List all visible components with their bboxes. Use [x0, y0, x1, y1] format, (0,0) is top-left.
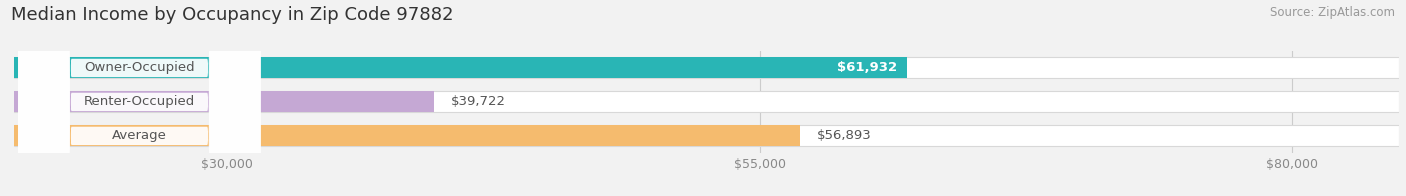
Bar	[14, 91, 1399, 113]
Text: Renter-Occupied: Renter-Occupied	[84, 95, 195, 108]
Bar	[14, 125, 800, 146]
Bar	[14, 125, 1399, 146]
FancyBboxPatch shape	[18, 0, 260, 196]
Text: Average: Average	[112, 129, 167, 142]
Bar	[14, 57, 907, 78]
Text: Median Income by Occupancy in Zip Code 97882: Median Income by Occupancy in Zip Code 9…	[11, 6, 454, 24]
FancyBboxPatch shape	[18, 0, 260, 196]
Text: $61,932: $61,932	[837, 62, 897, 74]
Text: $39,722: $39,722	[451, 95, 506, 108]
Bar	[14, 91, 434, 113]
Text: $56,893: $56,893	[817, 129, 872, 142]
Bar	[14, 57, 1399, 78]
Text: Owner-Occupied: Owner-Occupied	[84, 62, 194, 74]
FancyBboxPatch shape	[18, 0, 260, 196]
Text: Source: ZipAtlas.com: Source: ZipAtlas.com	[1270, 6, 1395, 19]
